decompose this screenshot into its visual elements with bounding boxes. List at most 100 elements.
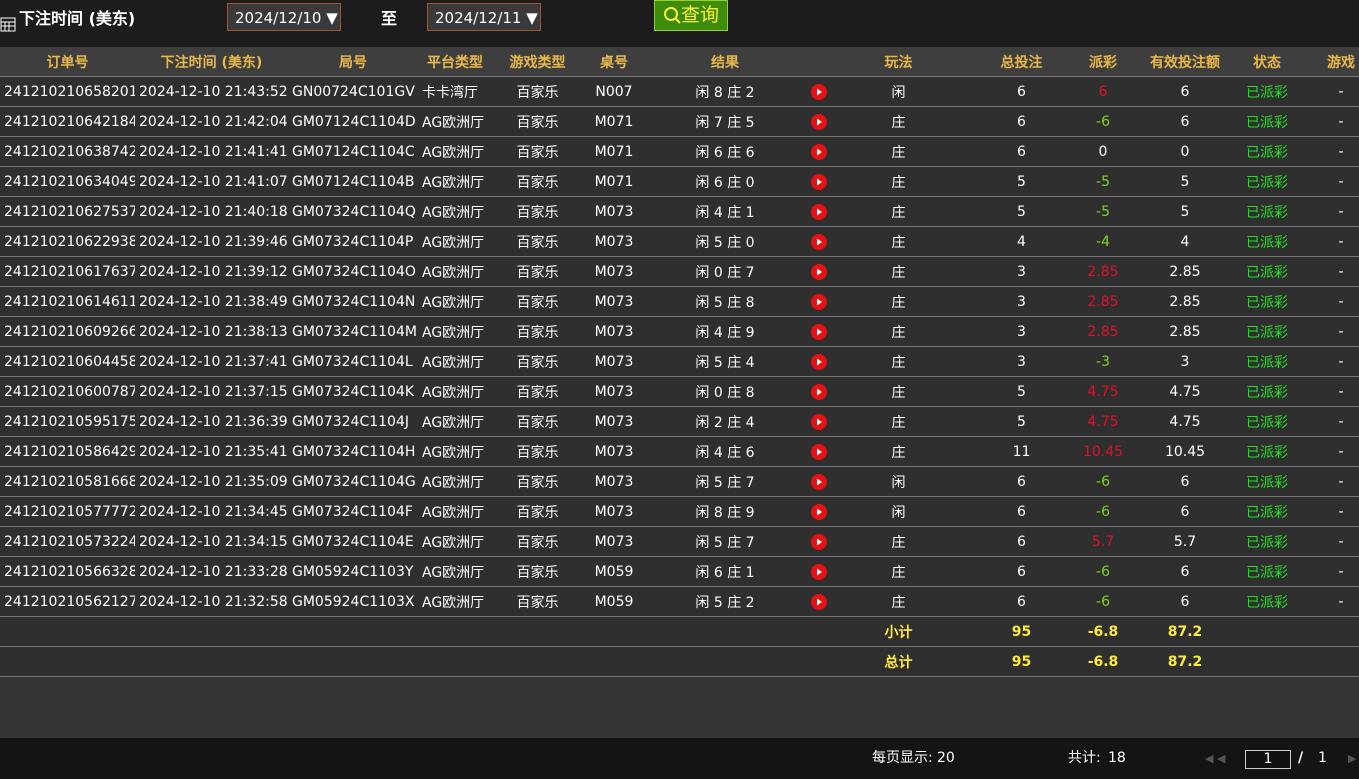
cell: 庄: [832, 256, 965, 287]
cell: AG欧洲厅: [418, 586, 492, 617]
next-button[interactable]: ▶: [1348, 752, 1357, 765]
cell: 2024-12-10 21:39:46: [135, 226, 288, 257]
cell: -: [1292, 556, 1359, 587]
cell: 2024-12-10 21:35:09: [135, 466, 288, 497]
play-icon[interactable]: [810, 233, 827, 250]
cell: AG欧洲厅: [418, 526, 492, 557]
pager: 每页显示: 20 共计: 18 ◀ ◀ 1 / 1 ▶: [0, 738, 1359, 779]
cell: -: [1292, 166, 1359, 197]
prev-button[interactable]: ◀ ◀: [1205, 752, 1226, 765]
play-icon[interactable]: [810, 503, 827, 520]
cell: 2.85: [1128, 256, 1242, 287]
play-icon[interactable]: [810, 593, 827, 610]
play-icon[interactable]: [810, 383, 827, 400]
cell: M071: [583, 166, 645, 197]
cell: -: [1292, 316, 1359, 347]
play-icon[interactable]: [810, 323, 827, 340]
play-icon[interactable]: [810, 563, 827, 580]
date-from[interactable]: 2024/12/10 ▼: [227, 3, 341, 31]
play-icon[interactable]: [810, 413, 827, 430]
cell: 6: [1128, 556, 1242, 587]
cell: 2.85: [1078, 316, 1128, 347]
cell: GM05924C1103X: [288, 586, 418, 617]
table-row: 241210210614611 2024-12-10 21:38:49 GM0732…: [0, 286, 1359, 317]
cell: M073: [583, 466, 645, 497]
cell: 2024-12-10 21:38:13: [135, 316, 288, 347]
cell: M059: [583, 556, 645, 587]
play-icon[interactable]: [810, 143, 827, 160]
column-header: 玩法: [832, 47, 965, 77]
cell: 3: [965, 286, 1078, 317]
table-row: 241210210600787 2024-12-10 21:37:15 GM0732…: [0, 376, 1359, 407]
play-icon[interactable]: [810, 263, 827, 280]
play-icon[interactable]: [810, 293, 827, 310]
cell: [1242, 616, 1359, 647]
cell: 闲 8 庄 2: [645, 76, 805, 107]
cell: AG欧洲厅: [418, 226, 492, 257]
cell: 6: [1128, 496, 1242, 527]
cell: 已派彩: [1242, 526, 1292, 557]
cell: 百家乐: [492, 286, 583, 317]
cell: 241210210634049: [0, 166, 135, 197]
cell: M073: [583, 436, 645, 467]
table-row: 241210210562127 2024-12-10 21:32:58 GM0592…: [0, 586, 1359, 617]
cell: M073: [583, 316, 645, 347]
icon-cell: [805, 556, 832, 587]
query-button[interactable]: 查询: [654, 0, 728, 31]
cell: GM07324C1104N: [288, 286, 418, 317]
date-to[interactable]: 2024/12/11 ▼: [427, 3, 541, 31]
icon-cell: [805, 166, 832, 197]
table-row: 241210210566328 2024-12-10 21:33:28 GM0592…: [0, 556, 1359, 587]
cell: 已派彩: [1242, 286, 1292, 317]
summary-total: 95: [965, 646, 1078, 677]
cell: 庄: [832, 526, 965, 557]
cell: 241210210642184: [0, 106, 135, 137]
play-icon[interactable]: [810, 473, 827, 490]
summary-valid: 87.2: [1128, 616, 1242, 647]
icon-cell: [805, 466, 832, 497]
table-row: 241210210627537 2024-12-10 21:40:18 GM0732…: [0, 196, 1359, 227]
cell: 2024-12-10 21:41:41: [135, 136, 288, 167]
page-input[interactable]: 1: [1245, 750, 1291, 769]
cell: 庄: [832, 376, 965, 407]
cell: GM07124C1104C: [288, 136, 418, 167]
filter-label: 下注时间 (美东): [19, 9, 136, 28]
cell: 百家乐: [492, 226, 583, 257]
summary-payout: -6.8: [1078, 646, 1128, 677]
cell: 241210210566328: [0, 556, 135, 587]
cell: 闲 6 庄 1: [645, 556, 805, 587]
cell: 11: [965, 436, 1078, 467]
cell: 百家乐: [492, 466, 583, 497]
cell: 241210210627537: [0, 196, 135, 227]
cell: 闲 0 庄 8: [645, 376, 805, 407]
cell: -: [1292, 466, 1359, 497]
cell: 庄: [832, 136, 965, 167]
play-icon[interactable]: [810, 113, 827, 130]
cell: [0, 646, 832, 677]
cell: M071: [583, 136, 645, 167]
icon-cell: [805, 346, 832, 377]
per-page: 20: [937, 750, 955, 766]
summary-row: 小计 95 -6.8 87.2: [0, 616, 1359, 647]
cell: 2024-12-10 21:34:15: [135, 526, 288, 557]
cell: GM07124C1104B: [288, 166, 418, 197]
cell: 5: [965, 376, 1078, 407]
cell: 6: [965, 136, 1078, 167]
play-icon[interactable]: [810, 443, 827, 460]
column-header: 桌号: [583, 47, 645, 77]
cell: 卡卡湾厅: [418, 76, 492, 107]
cell: -5: [1078, 166, 1128, 197]
play-icon[interactable]: [810, 173, 827, 190]
play-icon[interactable]: [810, 83, 827, 100]
cell: -: [1292, 436, 1359, 467]
icon-cell: [805, 376, 832, 407]
cell: 5.7: [1128, 526, 1242, 557]
play-icon[interactable]: [810, 353, 827, 370]
cell: 庄: [832, 166, 965, 197]
cell: -: [1292, 406, 1359, 437]
cell: -: [1292, 256, 1359, 287]
cell: GM07324C1104K: [288, 376, 418, 407]
play-icon[interactable]: [810, 203, 827, 220]
play-icon[interactable]: [810, 533, 827, 550]
cell: [1242, 646, 1359, 677]
